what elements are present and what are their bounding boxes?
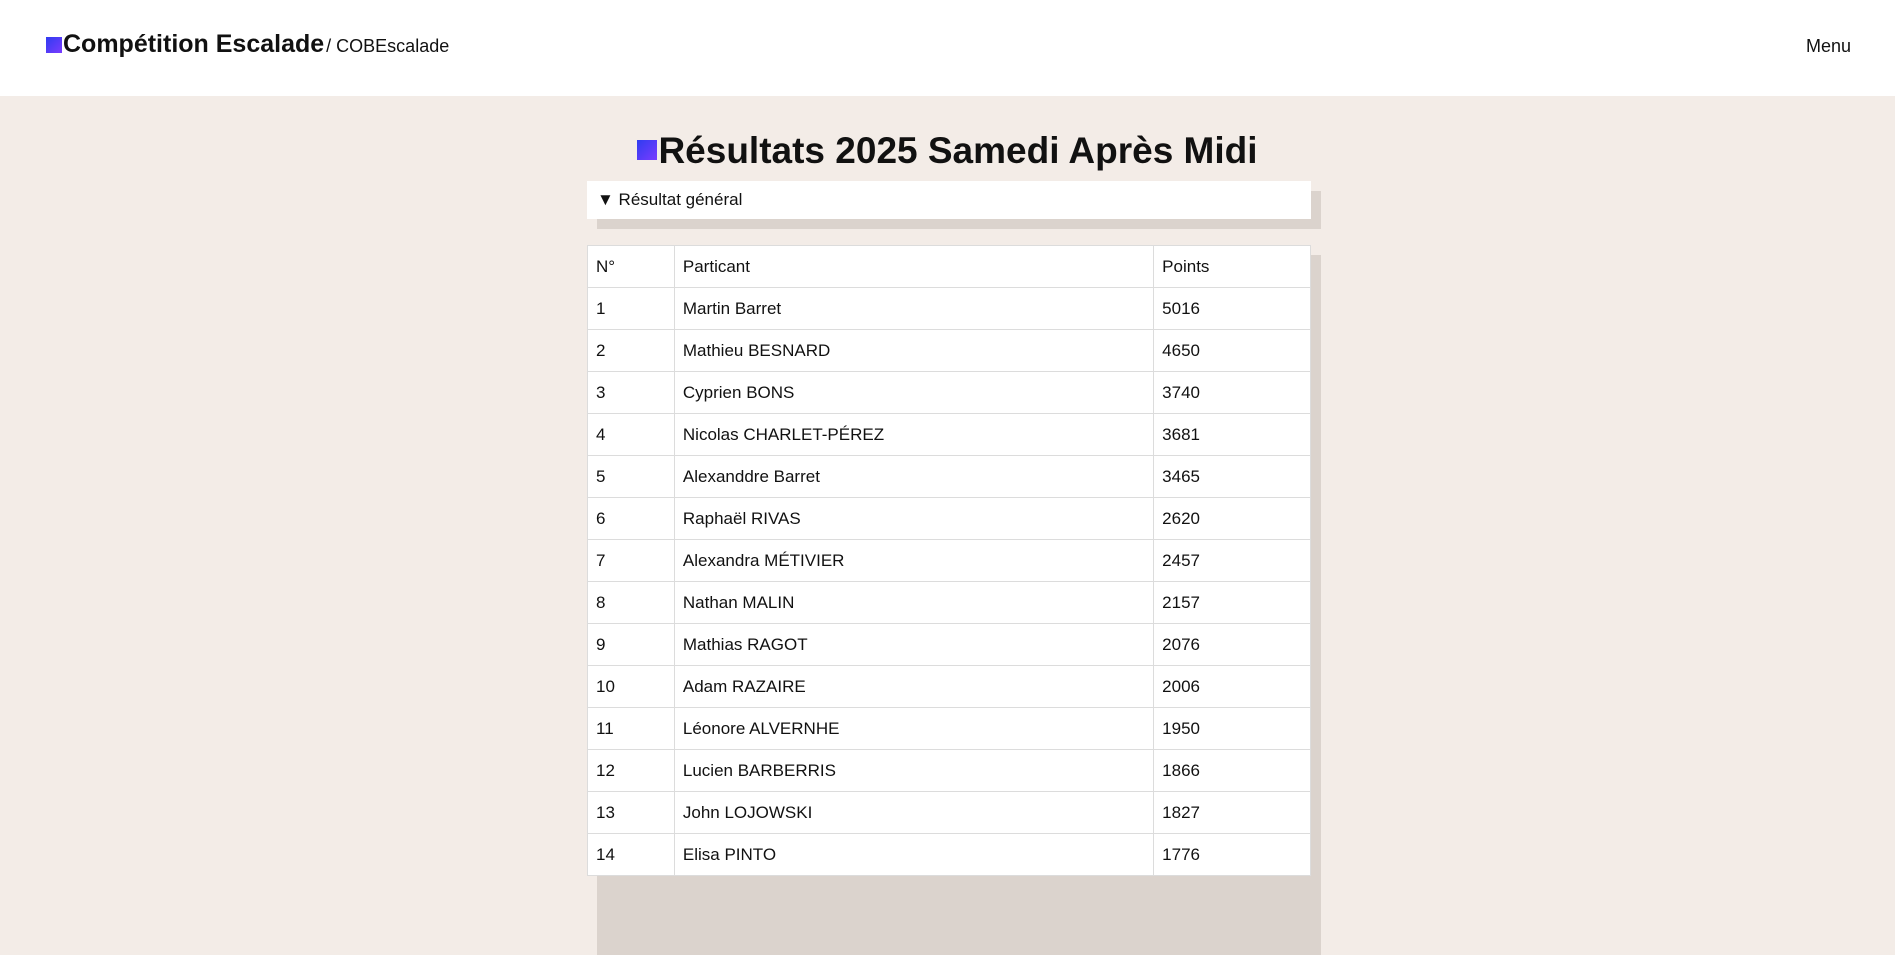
table-row: 14 Elisa PINTO 1776 <box>587 833 1311 876</box>
participant-cell: Mathias RAGOT <box>673 623 1155 666</box>
rank-cell: 8 <box>587 581 675 624</box>
table-row: 9 Mathias RAGOT 2076 <box>587 623 1311 666</box>
rank-cell: 3 <box>587 371 675 414</box>
points-cell: 2006 <box>1153 665 1311 708</box>
points-cell: 3740 <box>1153 371 1311 414</box>
points-cell: 1866 <box>1153 749 1311 792</box>
page-title-text: Résultats 2025 Samedi Après Midi <box>658 130 1258 171</box>
rank-cell: 5 <box>587 455 675 498</box>
table-row: 3 Cyprien BONS 3740 <box>587 371 1311 414</box>
points-cell: 2620 <box>1153 497 1311 540</box>
title-square-icon <box>637 140 658 160</box>
brand-subtitle: / COBEscalade <box>326 36 450 56</box>
table-row: 8 Nathan MALIN 2157 <box>587 581 1311 624</box>
table-row: 12 Lucien BARBERRIS 1866 <box>587 749 1311 792</box>
participant-cell: Martin Barret <box>673 287 1155 330</box>
participant-cell: Léonore ALVERNHE <box>673 707 1155 750</box>
points-cell: 3465 <box>1153 455 1311 498</box>
points-cell: 2076 <box>1153 623 1311 666</box>
points-cell: 1776 <box>1153 833 1311 876</box>
rank-cell: 12 <box>587 749 675 792</box>
results-details: ▼ Résultat général <box>587 181 1321 229</box>
rank-cell: 2 <box>587 329 675 372</box>
menu-button[interactable]: Menu <box>1805 36 1851 56</box>
points-cell: 1950 <box>1153 707 1311 750</box>
points-cell: 3681 <box>1153 413 1311 456</box>
participant-cell: John LOJOWSKI <box>673 791 1155 834</box>
participant-cell: Adam RAZAIRE <box>673 665 1155 708</box>
top-navbar: Compétition Escalade / COBEscalade Menu <box>0 0 1895 96</box>
table-row: 10 Adam RAZAIRE 2006 <box>587 665 1311 708</box>
table-row: 2 Mathieu BESNARD 4650 <box>587 329 1311 372</box>
participant-cell: Elisa PINTO <box>673 833 1155 876</box>
participant-cell: Raphaël RIVAS <box>673 497 1155 540</box>
points-cell: 2457 <box>1153 539 1311 582</box>
rank-cell: 11 <box>587 707 675 750</box>
points-cell: 1827 <box>1153 791 1311 834</box>
table-row: 1 Martin Barret 5016 <box>587 287 1311 330</box>
header-points: Points <box>1153 245 1311 288</box>
rank-cell: 14 <box>587 833 675 876</box>
participant-cell: Alexandra MÉTIVIER <box>673 539 1155 582</box>
table-row: 7 Alexandra MÉTIVIER 2457 <box>587 539 1311 582</box>
rank-cell: 7 <box>587 539 675 582</box>
table-row: 11 Léonore ALVERNHE 1950 <box>587 707 1311 750</box>
rank-cell: 10 <box>587 665 675 708</box>
brand[interactable]: Compétition Escalade / COBEscalade <box>46 30 449 59</box>
participant-cell: Alexanddre Barret <box>673 455 1155 498</box>
brand-title: Compétition Escalade <box>63 30 325 58</box>
participant-cell: Mathieu BESNARD <box>673 329 1155 372</box>
participant-cell: Cyprien BONS <box>673 371 1155 414</box>
rank-cell: 4 <box>587 413 675 456</box>
rank-cell: 6 <box>587 497 675 540</box>
participant-cell: Nicolas CHARLET-PÉREZ <box>673 413 1155 456</box>
page-title: Résultats 2025 Samedi Après Midi <box>0 130 1895 172</box>
participant-cell: Nathan MALIN <box>673 581 1155 624</box>
logo-square-icon <box>46 36 62 53</box>
table-row: 4 Nicolas CHARLET-PÉREZ 3681 <box>587 413 1311 456</box>
table-row: 5 Alexanddre Barret 3465 <box>587 455 1311 498</box>
rank-cell: 1 <box>587 287 675 330</box>
rank-cell: 9 <box>587 623 675 666</box>
table-row: 13 John LOJOWSKI 1827 <box>587 791 1311 834</box>
details-summary-toggle[interactable]: ▼ Résultat général <box>587 181 1311 219</box>
table-row: 6 Raphaël RIVAS 2620 <box>587 497 1311 540</box>
header-rank: N° <box>587 245 675 288</box>
rank-cell: 13 <box>587 791 675 834</box>
header-participant: Particant <box>673 245 1155 288</box>
results-table: N° Particant Points 1 Martin Barret 5016 2… <box>587 245 1311 876</box>
results-table-container: N° Particant Points 1 Martin Barret 5016 2… <box>587 245 1321 955</box>
table-header-row: N° Particant Points <box>587 245 1311 288</box>
points-cell: 2157 <box>1153 581 1311 624</box>
points-cell: 4650 <box>1153 329 1311 372</box>
points-cell: 5016 <box>1153 287 1311 330</box>
participant-cell: Lucien BARBERRIS <box>673 749 1155 792</box>
